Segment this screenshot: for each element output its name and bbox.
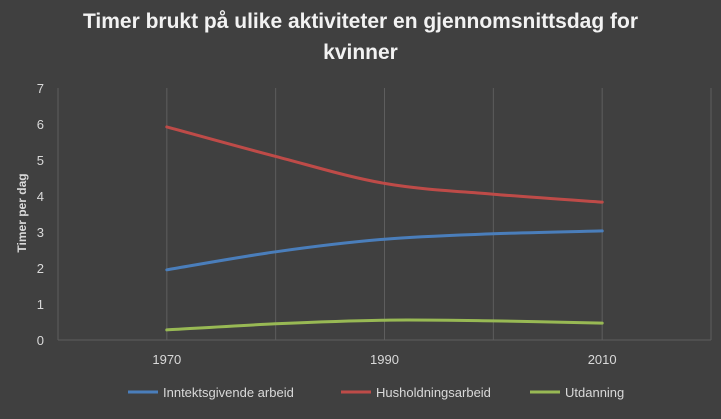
grid-layer bbox=[57, 88, 712, 340]
y-tick-label: 7 bbox=[37, 81, 44, 96]
series-layer bbox=[165, 125, 604, 332]
chart-title-line-1: Timer brukt på ulike aktiviteter en gjen… bbox=[82, 10, 639, 33]
series-line-inntektsgivende-arbeid bbox=[165, 229, 604, 272]
x-tick-label: 1990 bbox=[370, 352, 399, 367]
legend: Inntektsgivende arbeid Husholdningsarbeid… bbox=[128, 385, 624, 400]
chart-title: Timer brukt på ulike aktiviteter en gjen… bbox=[0, 6, 721, 68]
y-axis-label: Timer per dag bbox=[15, 173, 29, 252]
y-tick-label: 0 bbox=[37, 333, 44, 348]
legend-label: Inntektsgivende arbeid bbox=[163, 385, 294, 400]
x-tick-label: 2010 bbox=[588, 352, 617, 367]
y-tick-label: 3 bbox=[37, 225, 44, 240]
y-tick-label: 2 bbox=[37, 261, 44, 276]
series-line-utdanning bbox=[165, 318, 604, 332]
legend-item-inntektsgivende-arbeid: Inntektsgivende arbeid bbox=[128, 385, 294, 400]
y-tick-label: 4 bbox=[37, 189, 44, 204]
y-tick-label: 6 bbox=[37, 117, 44, 132]
legend-item-utdanning: Utdanning bbox=[530, 385, 624, 400]
x-tick-label: 1970 bbox=[152, 352, 181, 367]
legend-item-husholdningsarbeid: Husholdningsarbeid bbox=[341, 385, 491, 400]
axis-layer: 0 1 2 3 4 5 6 7 1970 1990 2010 bbox=[37, 81, 711, 367]
series-line-husholdningsarbeid bbox=[165, 125, 604, 204]
chart-title-line-2: kvinner bbox=[323, 41, 398, 64]
y-tick-label: 5 bbox=[37, 153, 44, 168]
legend-label: Husholdningsarbeid bbox=[376, 385, 491, 400]
legend-label: Utdanning bbox=[565, 385, 624, 400]
y-tick-label: 1 bbox=[37, 297, 44, 312]
